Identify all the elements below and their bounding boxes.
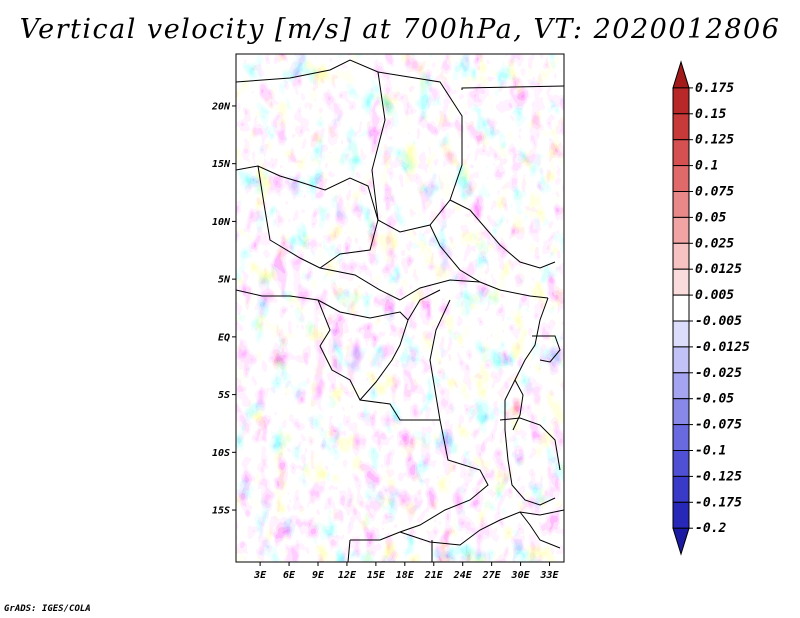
map-title: Vertical velocity [m/s] at 700hPa, VT: 2… xyxy=(19,14,781,45)
colorbar-swatch xyxy=(672,501,690,529)
colorbar-label: 0.1 xyxy=(695,159,718,174)
colorbar-label: -0.2 xyxy=(695,521,726,536)
lat-tick-label: 15S xyxy=(212,506,230,517)
border-line xyxy=(319,219,379,269)
colorbar-swatch xyxy=(672,216,690,244)
colorbar-label: -0.005 xyxy=(695,314,742,329)
colorbar-swatch xyxy=(672,268,690,296)
colorbar-label: 0.005 xyxy=(695,288,734,303)
border-line xyxy=(236,289,489,541)
colorbar-label: -0.025 xyxy=(695,366,742,381)
lat-tick-label: 5N xyxy=(218,275,231,286)
colorbar-label: -0.1 xyxy=(695,444,726,459)
colorbar-swatch xyxy=(672,527,690,556)
colorbar-label: 0.125 xyxy=(695,133,734,148)
colorbar-swatch xyxy=(672,165,690,193)
border-line xyxy=(504,297,556,506)
colorbar-swatch xyxy=(672,450,690,477)
lon-tick-label: 9E xyxy=(312,570,325,581)
velocity-field xyxy=(236,54,564,562)
colorbar-swatch xyxy=(672,139,690,167)
colorbar-label: -0.075 xyxy=(695,418,742,433)
colorbar-label: 0.025 xyxy=(695,236,734,251)
border-line xyxy=(449,199,556,269)
colorbar-label: -0.175 xyxy=(695,495,742,510)
lon-tick-label: 21E xyxy=(424,570,444,581)
lon-tick-label: 12E xyxy=(338,570,357,581)
border-line xyxy=(519,511,561,549)
lon-tick-label: 27E xyxy=(482,570,502,581)
border-line xyxy=(257,165,401,301)
colorbar-label: -0.125 xyxy=(695,469,742,484)
colorbar-swatch xyxy=(672,113,690,141)
colorbar-label: 0.15 xyxy=(695,107,726,122)
colorbar-label: -0.05 xyxy=(695,392,734,407)
colorbar-swatch xyxy=(672,424,690,452)
map-plot-area xyxy=(235,53,565,563)
colorbar-label: 0.175 xyxy=(695,81,734,96)
lon-tick-label: 33E xyxy=(539,570,559,581)
colorbar-swatch xyxy=(672,242,690,270)
longitude-axis: 3E 6E 9E 12E 15E 18E 21E 24E 27E 30E 33E xyxy=(253,562,560,581)
country-borders xyxy=(236,59,564,562)
colorbar-label: 0.075 xyxy=(695,185,734,200)
lon-tick-label: 15E xyxy=(367,570,386,581)
grads-credit: GrADS: IGES/COLA xyxy=(4,604,91,614)
lon-tick-label: 6E xyxy=(283,570,296,581)
colorbar-swatch xyxy=(672,372,690,400)
lon-tick-label: 24E xyxy=(453,570,473,581)
border-line xyxy=(499,417,561,471)
colorbar-swatch xyxy=(672,191,690,218)
border-line xyxy=(371,71,386,221)
lat-tick-label: 10N xyxy=(212,217,231,228)
colorbar-swatch xyxy=(672,398,690,426)
lon-tick-label: 3E xyxy=(253,570,267,581)
colorbar-label: 0.0125 xyxy=(695,262,742,277)
lon-tick-label: 30E xyxy=(511,570,531,581)
colorbar-swatch xyxy=(672,294,690,322)
border-line xyxy=(429,299,451,421)
plot-frame xyxy=(235,53,565,563)
lat-tick-label: 15N xyxy=(212,159,231,170)
colorbar: 0.175 0.15 0.125 0.1 0.075 0.05 0.025 0.0125 0.0… xyxy=(672,60,750,556)
lat-tick-label: 5S xyxy=(218,390,230,401)
lat-tick-label: 20N xyxy=(211,101,231,112)
colorbar-swatch xyxy=(672,87,690,115)
border-line xyxy=(399,279,481,301)
border-line xyxy=(399,509,564,546)
border-line xyxy=(461,85,564,90)
border-line xyxy=(512,379,524,431)
lat-tick-label: EQ xyxy=(218,332,230,343)
latitude-axis: 20N 15N 10N 5N EQ 5S 10S 15S xyxy=(211,101,236,517)
colorbar-swatch xyxy=(672,60,690,89)
colorbar-swatch xyxy=(672,346,690,374)
lat-tick-label: 10S xyxy=(212,448,230,459)
border-line xyxy=(347,539,351,562)
colorbar-swatch xyxy=(672,475,690,503)
colorbar-label: -0.0125 xyxy=(695,340,750,355)
border-line xyxy=(532,335,561,363)
border-line xyxy=(407,289,441,321)
colorbar-label: 0.05 xyxy=(695,210,726,225)
colorbar-swatch xyxy=(672,320,690,348)
lon-tick-label: 18E xyxy=(396,570,415,581)
